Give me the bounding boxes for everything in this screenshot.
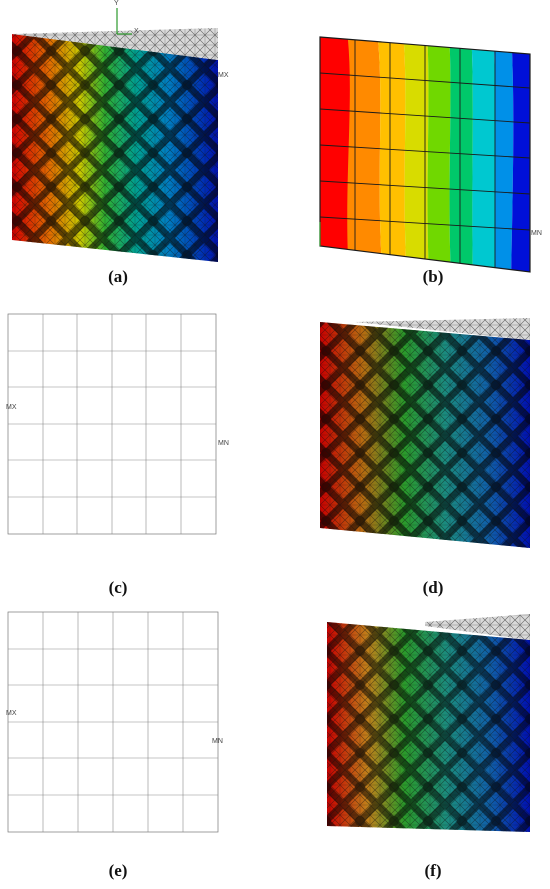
panel-d-figure [320,318,530,548]
panel-a: Y X MX (a) [0,0,275,300]
panel-b: MN (b) [275,0,550,300]
mx-label-e: MX [6,710,17,717]
panel-c-figure [7,313,218,550]
mn-label-b: MN [531,230,542,237]
panel-c: MX MN (c) [0,300,275,600]
caption-e: (e) [108,861,128,880]
caption-f: (f) [424,861,442,880]
caption-d: (d) [422,578,444,597]
panel-e: MX MN (e) [0,600,275,889]
panel-d: (d) [275,300,550,600]
panel-a-figure [12,8,218,262]
mx-label: MX [218,72,229,79]
mn-label-e: MN [212,738,223,745]
caption-a: (a) [108,267,128,286]
axis-x-label: X [134,28,139,35]
mx-label-c: MX [6,404,17,411]
panel-e-figure [7,611,220,846]
caption-b: (b) [422,267,444,286]
panel-b-figure [319,36,531,273]
mn-label-c: MN [218,440,229,447]
panel-f: (f) [275,600,550,889]
axis-y-label: Y [114,0,119,7]
caption-c: (c) [108,578,128,597]
panel-f-figure [327,614,530,832]
